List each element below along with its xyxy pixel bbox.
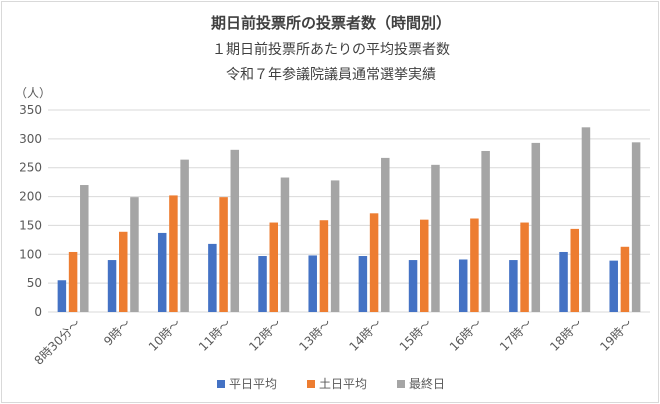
x-tick-label: 14時～ [347,316,385,354]
y-tick-label: 300 [19,132,42,146]
bar-3-5 [280,177,290,312]
bar-1-3 [157,232,167,312]
bar-2-8 [420,219,429,312]
bar-2-11 [570,228,579,312]
x-tick-label: 9時～ [101,316,133,348]
y-tick-label: 0 [34,305,42,319]
x-axis-ticks: 8時30分～ 9時～ 10時～ 11時～ 12時～ 13時～ 14時～ 15時～ 16時～ 17時… [32,316,635,368]
y-axis-unit-label: （人） [15,86,51,100]
bar-1-4 [208,243,217,312]
bar-2-10 [520,222,529,312]
y-tick-label: 100 [19,247,42,261]
bar-1-12 [609,260,618,312]
x-tick-label: 19時～ [597,316,635,354]
bar-1-8 [408,260,418,312]
bar-2-6 [319,220,329,312]
x-tick-label: 12時～ [246,316,284,354]
bar-1-9 [458,259,468,312]
bar-3-8 [431,164,440,312]
bar-3-7 [381,157,390,312]
bar-2-1 [68,251,78,312]
chart-title: 期日前投票所の投票者数（時間別） [211,14,451,32]
bar-1-10 [509,260,518,312]
x-tick-label: 13時～ [296,316,334,354]
chart-subtitle-election: 令和７年参議院議員通常選挙実績 [226,66,436,83]
y-tick-label: 350 [19,103,42,117]
x-tick-label: 15時～ [397,316,435,354]
bar-2-3 [169,195,178,312]
legend-swatch [217,380,225,388]
x-tick-label: 17時～ [497,316,535,354]
bar-2-4 [219,197,228,312]
bar-1-6 [308,255,317,312]
legend-swatch [307,380,315,388]
legend-swatch [397,380,405,388]
y-tick-label: 200 [19,190,42,204]
y-axis-ticks: 0 50 100 150 200 250 300 350 [19,103,42,319]
legend: 平日平均 土日平均 最終日 [217,376,445,391]
bar-1-11 [559,251,568,312]
y-tick-label: 150 [19,218,42,232]
bar-1-2 [107,260,117,312]
x-tick-label: 8時30分～ [32,316,84,368]
bar-1-1 [57,280,67,312]
bar-2-5 [269,222,278,312]
chart-subtitle: １期日前投票所あたりの平均投票者数 [212,41,450,58]
bar-3-4 [230,149,240,312]
bar-3-12 [631,142,641,312]
bar-2-2 [119,231,128,312]
x-tick-label: 10時～ [146,316,184,354]
bar-3-2 [130,197,139,312]
y-tick-label: 50 [27,276,42,290]
x-tick-label: 16時～ [447,316,485,354]
legend-label: 平日平均 [229,377,277,391]
bar-3-10 [531,142,541,312]
legend-label: 土日平均 [319,377,367,391]
bar-1-7 [358,256,368,312]
bar-1-5 [258,256,267,312]
x-tick-label: 11時～ [196,316,234,354]
x-tick-label: 18時～ [547,316,585,354]
legend-label: 最終日 [409,376,445,391]
bar-3-9 [481,150,490,312]
bar-3-3 [180,159,189,312]
bar-2-9 [470,218,479,312]
bars [57,127,641,312]
bar-3-1 [80,185,89,312]
bar-3-11 [581,127,591,312]
gridlines [48,109,650,313]
y-tick-label: 250 [19,161,42,175]
bar-3-6 [330,180,340,312]
bar-2-12 [620,246,630,312]
bar-2-7 [369,213,379,312]
